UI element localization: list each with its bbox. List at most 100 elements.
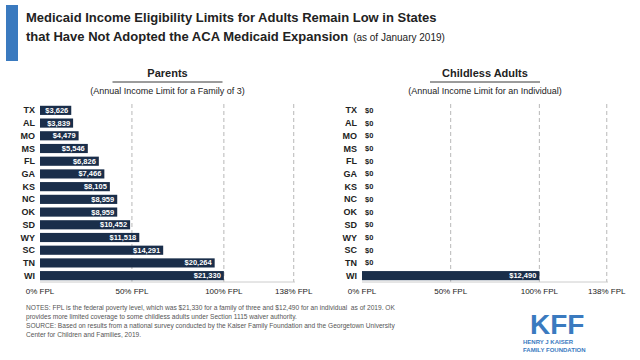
- panel-title-rule: [113, 82, 223, 83]
- data-label: $0: [365, 106, 373, 115]
- grid-line: [606, 104, 607, 282]
- note: SOURCE: Based on results from a national…: [26, 322, 395, 330]
- bar: [40, 195, 117, 204]
- bar: [362, 220, 363, 229]
- data-label: $0: [365, 246, 373, 255]
- data-label: $8,959: [91, 195, 114, 204]
- chart: Medicaid Income Eligibility Limits for A…: [0, 0, 640, 360]
- data-label: $0: [365, 182, 373, 191]
- y-tick-label: TN: [345, 258, 357, 268]
- bar: [362, 106, 363, 115]
- data-label: $0: [365, 258, 373, 267]
- x-axis-line: [362, 282, 608, 283]
- bar: [362, 182, 363, 191]
- data-label: $0: [365, 220, 373, 229]
- data-label: $11,518: [110, 233, 137, 242]
- logo-text: HENRY J KAISER: [523, 339, 574, 345]
- y-tick-label: OK: [344, 207, 358, 217]
- x-tick-label: 50% FPL: [115, 287, 148, 296]
- bar: [40, 106, 71, 115]
- title-accent: [6, 5, 18, 61]
- x-tick-label: 100% FPL: [205, 287, 243, 296]
- bar: [362, 169, 363, 178]
- x-tick-label: 0% FPL: [348, 287, 377, 296]
- y-tick-label: NC: [22, 194, 35, 204]
- bar: [362, 258, 363, 267]
- data-label: $20,264: [185, 258, 213, 267]
- panel-title: Parents: [147, 67, 187, 79]
- panel: Childless Adults(Annual Income Limit for…: [343, 67, 626, 296]
- bars: [40, 106, 224, 280]
- y-tick-label: GA: [344, 169, 358, 179]
- y-tick-label: KS: [344, 182, 357, 192]
- data-label: $3,839: [47, 119, 70, 128]
- bar: [362, 271, 539, 280]
- grid-line: [539, 104, 540, 282]
- data-label: $10,452: [100, 220, 127, 229]
- grid-line: [131, 104, 132, 282]
- data-labels: $12,490$0$0$0$0$0$0$0$0$0$0$0$0$0: [365, 106, 536, 280]
- data-label: $6,826: [73, 157, 96, 166]
- data-label: $14,291: [133, 246, 160, 255]
- bar: [362, 246, 363, 255]
- y-tick-label: SD: [344, 220, 357, 230]
- y-tick-label: WI: [24, 271, 35, 281]
- panel: Parents (Annual Income Limit for a Family…: [21, 67, 313, 296]
- title: Medicaid Income Eligibility Limits for A…: [26, 10, 437, 25]
- y-tick-label: WY: [21, 233, 36, 243]
- data-label: $4,479: [53, 131, 76, 140]
- data-label: $0: [365, 169, 373, 178]
- y-tick-label: AL: [345, 118, 357, 128]
- y-tick-label: SC: [344, 245, 357, 255]
- bar: [40, 246, 163, 255]
- y-tick-label: GA: [22, 169, 36, 179]
- note: provides more limited coverage to some c…: [26, 313, 297, 321]
- bar: [362, 157, 363, 166]
- bar: [40, 157, 99, 166]
- y-tick-label: WY: [343, 233, 358, 243]
- bar: [362, 207, 363, 216]
- data-labels: $21,330 $20,264 $14,291 $11,518 $10,452 $8,95…: [45, 106, 221, 280]
- y-tick-label: NC: [344, 194, 357, 204]
- title: that Have Not Adopted the ACA Medicaid E…: [26, 29, 348, 44]
- bar: [362, 144, 363, 153]
- logo-mark: KFF: [530, 309, 584, 340]
- y-tick-label: TX: [345, 105, 357, 115]
- data-label: $0: [365, 195, 373, 204]
- data-label: $21,330: [194, 271, 221, 280]
- data-label: $8,959: [91, 208, 114, 217]
- y-tick-label: WI: [346, 271, 357, 281]
- data-label: $3,626: [45, 106, 68, 115]
- data-label: $0: [365, 157, 373, 166]
- grid-line: [450, 104, 451, 282]
- bar: [362, 131, 363, 140]
- data-label: $0: [365, 131, 373, 140]
- bar: [40, 182, 110, 191]
- y-tick-label: TX: [23, 105, 35, 115]
- bars: [362, 271, 539, 280]
- panel-subtitle: (Annual Income Limit for an Individual): [408, 86, 562, 96]
- grid-line: [293, 104, 294, 282]
- bar: [40, 220, 130, 229]
- bar: [40, 258, 215, 267]
- data-label: $0: [365, 144, 373, 153]
- notes: NOTES: FPL is the federal poverty level,…: [26, 304, 395, 338]
- y-tick-label: TN: [23, 258, 35, 268]
- y-tick-label: MS: [344, 144, 358, 154]
- y-tick-label: AL: [23, 118, 35, 128]
- bar: [40, 207, 117, 216]
- y-tick-label: MO: [343, 131, 358, 141]
- note: NOTES: FPL is the federal poverty level,…: [26, 304, 395, 312]
- data-label: $8,105: [84, 182, 107, 191]
- x-tick-label: 50% FPL: [434, 287, 467, 296]
- x-axis-line: [40, 282, 295, 283]
- y-tick-label: FL: [346, 156, 357, 166]
- x-tick-label: 0% FPL: [26, 287, 55, 296]
- y-tick-label: OK: [22, 207, 36, 217]
- bar: [362, 195, 363, 204]
- logo-text: FAMILY FOUNDATION: [523, 347, 586, 353]
- y-tick-label: FL: [24, 156, 35, 166]
- bar: [362, 118, 363, 127]
- data-label: $5,546: [62, 144, 85, 153]
- panel-subtitle: (Annual Income Limit for a Family of 3): [90, 86, 245, 96]
